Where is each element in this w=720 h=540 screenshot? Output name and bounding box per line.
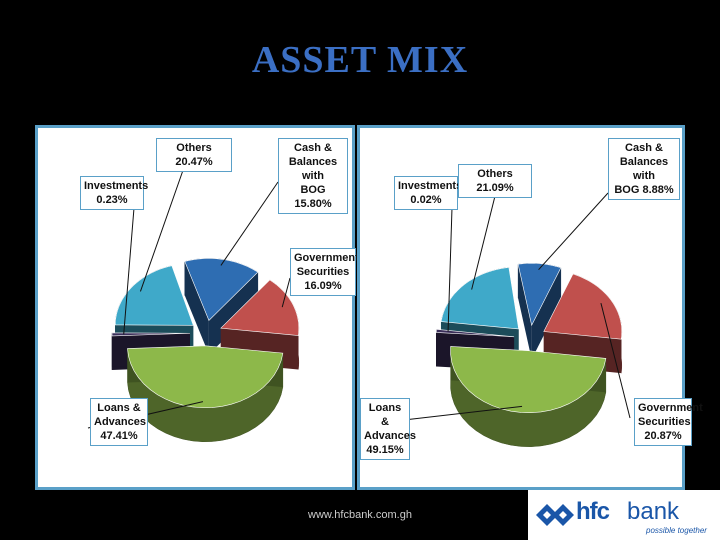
slice-label: Loans & Advances 47.41% <box>90 398 148 446</box>
slice-label: Loans & Advances 49.15% <box>360 398 416 460</box>
slice-label: Government Securities 20.87% <box>634 398 703 446</box>
pie-chart-right: Cash & Balances with BOG 8.88% Government… <box>357 125 703 490</box>
slice-label: Others 21.09% <box>458 164 532 198</box>
footer-url: www.hfcbank.com.gh <box>308 509 412 521</box>
pie-chart-left: Cash & Balances with BOG 15.80% Governmen… <box>35 125 359 490</box>
leader-line <box>220 181 279 266</box>
slice-label: Investments 0.23% <box>80 176 148 210</box>
slice-label: Cash & Balances with BOG 8.88% <box>608 138 680 200</box>
pie-slice-loans-advances <box>127 345 284 442</box>
pie-chart-right-svg <box>403 183 631 447</box>
logo-word-light: bank <box>627 498 680 525</box>
hfc-bank-logo: hfc bank possible together <box>528 490 720 540</box>
leader-line <box>139 155 189 292</box>
leader-line <box>123 207 135 335</box>
leader-line <box>447 207 453 332</box>
leader-line <box>600 303 631 419</box>
slice-label: Cash & Balances with BOG 15.80% <box>278 138 348 214</box>
logo-mark-icon <box>536 504 574 526</box>
leader-line <box>538 192 609 271</box>
logo-word-bold: hfc <box>576 498 610 525</box>
pie-chart-left-svg <box>87 155 300 442</box>
pie-slice-government-securities <box>543 273 623 374</box>
charts-area: Cash & Balances with BOG 15.80% Governmen… <box>35 125 703 490</box>
leader-line <box>403 405 523 421</box>
slice-label: Others 20.47% <box>156 138 232 172</box>
logo-tagline: possible together <box>646 526 707 535</box>
slice-label: Investments 0.02% <box>394 176 462 210</box>
leader-line <box>281 277 291 308</box>
pie-slice-cash-balances-with-bog <box>517 262 562 360</box>
slice-label: Government Securities 16.09% <box>290 248 359 296</box>
page-title: ASSET MIX <box>251 39 469 81</box>
leader-line <box>471 183 499 290</box>
pie-slice-loans-advances <box>450 346 607 447</box>
